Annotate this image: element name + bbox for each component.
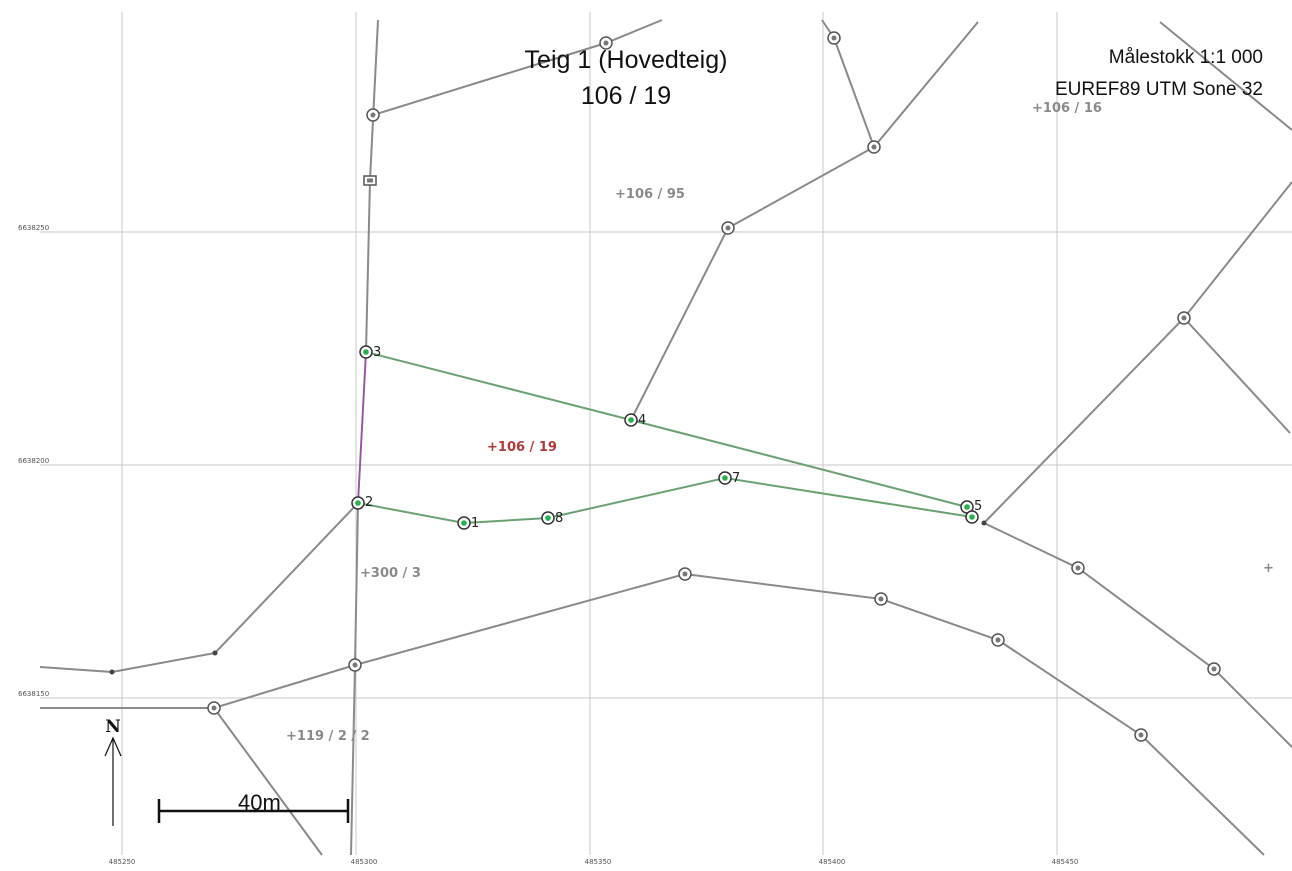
scale-bar: 40m [157, 790, 350, 823]
north-arrow: N [104, 717, 122, 826]
northing-label: 6638250 [18, 224, 49, 232]
easting-label: 485400 [819, 858, 846, 866]
north-label: N [105, 717, 121, 737]
point-label-5: 5 [974, 499, 982, 514]
crs-text: EUREF89 UTM Sone 32 [1054, 79, 1263, 100]
grid-lines [40, 12, 1292, 855]
parcel-label-unlabeled: + [1263, 561, 1274, 576]
parcel-label-106-19[interactable]: +106 / 19 [487, 440, 557, 455]
parcel-label-106-95[interactable]: +106 / 95 [615, 187, 685, 202]
point-label-8: 8 [555, 511, 563, 526]
scale-text: Målestokk 1:1 000 [1108, 47, 1263, 68]
neighbour-boundaries [39, 19, 1292, 856]
title-line-2: 106 / 19 [580, 82, 672, 110]
title-line-1: Teig 1 (Hovedteig) [524, 46, 728, 74]
main-parcel-points [351, 345, 979, 530]
point-label-3: 3 [373, 345, 381, 360]
point-label-4: 4 [638, 413, 646, 428]
easting-label: 485300 [351, 858, 378, 866]
easting-label: 485250 [109, 858, 136, 866]
northing-label: 6638150 [18, 690, 49, 698]
parcel-label-119-2-2[interactable]: +119 / 2 / 2 [286, 729, 370, 744]
main-parcel-boundary[interactable] [357, 351, 973, 525]
point-label-1: 1 [471, 516, 479, 531]
point-label-2: 2 [365, 495, 373, 510]
map-title: Teig 1 (Hovedteig) 106 / 19 [461, 42, 791, 114]
boundary-markers [109, 31, 1221, 742]
easting-label: 485350 [585, 858, 612, 866]
northing-label: 6638200 [18, 457, 49, 465]
parcel-label-106-16[interactable]: +106 / 16 [1032, 101, 1102, 116]
map-metadata: Målestokk 1:1 000 EUREF89 UTM Sone 32 [1055, 42, 1263, 106]
parcel-label-300-3[interactable]: +300 / 3 [360, 566, 421, 581]
scale-bar-label: 40m [238, 790, 281, 815]
point-label-7: 7 [732, 471, 740, 486]
easting-label: 485450 [1052, 858, 1079, 866]
